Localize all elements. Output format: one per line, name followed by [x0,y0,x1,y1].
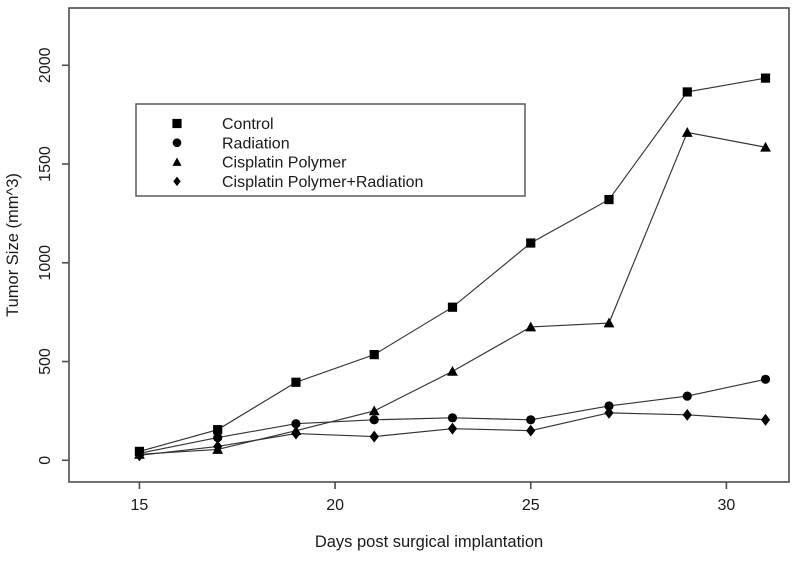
legend-diamond-icon [173,176,181,187]
triangle-data-point-marker [368,405,380,416]
diamond-data-point-marker [526,424,536,437]
square-data-point-marker [447,302,458,312]
legend-box [135,103,526,197]
axis-ticks: 15 20 25 30 0 500 1000 1500 2000 [37,47,735,514]
diamond-data-point-marker [760,413,771,426]
legend-label: Cisplatin Polymer [222,155,347,172]
circle-data-point-marker [526,415,536,425]
legend: Control Radiation Cisplatin Polymer Cisplat… [135,103,526,197]
diamond-data-point-marker [213,440,223,453]
square-data-point-marker [213,425,223,435]
triangle-data-point-marker [760,141,771,152]
y-tick-label: 0 [37,456,54,465]
x-tick-label: 30 [717,497,735,514]
y-tick-label: 1500 [37,146,54,182]
triangle-data-point-marker [525,321,537,332]
y-tick-label: 1000 [37,245,54,281]
circle-data-point-marker [760,374,771,384]
diamond-data-point-marker [682,408,692,421]
square-data-point-marker [760,73,771,83]
square-data-point-marker [369,350,379,360]
legend-label: Cisplatin Polymer+Radiation [222,174,423,191]
y-tick-label: 2000 [37,47,54,83]
triangle-data-point-marker [447,366,458,376]
diamond-data-point-marker [604,406,614,419]
data-series [134,73,771,462]
square-data-point-marker [682,87,692,97]
triangle-data-point-marker [603,317,615,328]
legend-circle-icon [172,138,182,148]
square-data-point-marker [291,377,301,387]
y-axis-title: Tumor Size (mm^3) [4,173,22,317]
y-tick-label: 500 [37,348,54,375]
circle-data-point-marker [682,391,692,401]
legend-label: Radiation [222,135,290,152]
circle-data-point-marker [369,415,379,425]
diamond-data-point-marker [134,449,145,462]
diamond-data-point-marker [369,430,379,443]
x-tick-label: 15 [131,497,149,514]
x-axis-title: Days post surgical implantation [315,533,543,551]
diamond-data-point-marker [447,422,458,435]
square-data-point-marker [526,238,536,248]
circle-data-point-marker [291,419,301,429]
circle-data-point-marker [447,413,458,423]
square-data-point-marker [604,194,614,205]
circle-data-point-marker [604,401,614,411]
circle-data-point-marker [213,432,223,443]
diamond-data-point-marker [291,427,301,440]
legend-label: Control [222,116,274,133]
x-tick-label: 20 [326,497,344,514]
legend-triangle-icon [172,157,182,166]
x-tick-label: 25 [522,497,540,514]
triangle-data-point-marker [681,127,693,137]
plot-frame [68,7,790,483]
legend-square-icon [172,118,182,129]
